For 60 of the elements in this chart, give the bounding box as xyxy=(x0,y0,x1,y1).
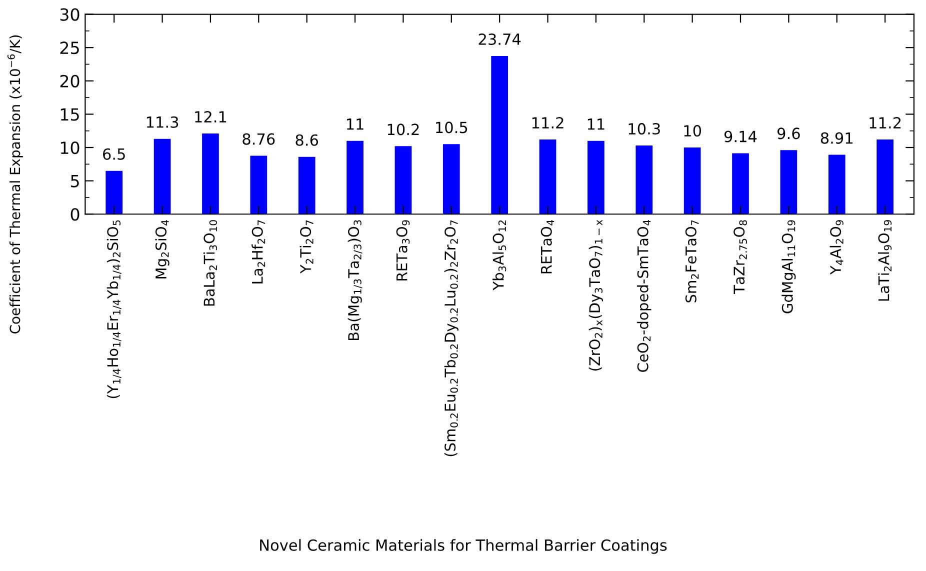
data-label: 23.74 xyxy=(478,33,521,46)
y-tick-label: 0 xyxy=(70,208,80,221)
bar xyxy=(202,134,219,214)
bar xyxy=(154,138,171,214)
bar xyxy=(588,140,604,214)
y-tick-label: 5 xyxy=(71,175,79,188)
data-label: 11.2 xyxy=(870,117,901,128)
x-tick-label: TaZr$_{2.75}$O$_{8}$ xyxy=(734,220,747,294)
data-label: 8.91 xyxy=(820,132,852,144)
y-tick-label: 10 xyxy=(60,141,80,154)
x-tick-label: Ba(Mg$_{1/3}$Ta$_{2/3}$)O$_{3}$ xyxy=(348,220,362,340)
x-tick-label: CeO$_{2}$-doped-SmTaO$_{4}$ xyxy=(637,220,652,372)
bar xyxy=(394,146,412,214)
x-tick-label: Mg$_{2}$SiO$_{4}$ xyxy=(155,220,170,278)
bar xyxy=(539,140,556,214)
y-tick-label: 15 xyxy=(60,108,79,121)
x-tick-label: La$_{2}$Hf$_{2}$O$_{7}$ xyxy=(252,220,266,284)
data-label: 10 xyxy=(684,125,702,137)
x-tick-label: LaTi$_{2}$Al$_{9}$O$_{19}$ xyxy=(878,220,892,301)
data-label: 11 xyxy=(346,118,364,130)
category-label: (Sm$_{0.2}$Eu$_{0.2}$Tb$_{0.2}$Dy$_{0.2}$Lu$_{0.2}$)$_{2}$Zr$_{2}$O$_{7}$ xyxy=(444,220,458,456)
bar xyxy=(732,153,749,214)
x-tick-label: GdMgAl$_{11}$O$_{19}$ xyxy=(782,220,796,314)
data-label: 8.76 xyxy=(242,133,275,145)
data-label: 10.2 xyxy=(388,124,419,136)
x-tick-label: Y$_{4}$Al$_{2}$O$_{9}$ xyxy=(830,220,844,275)
x-tick-label: Sm$_{2}$FeTaO$_{7}$ xyxy=(685,220,699,302)
bar xyxy=(780,150,798,214)
bar xyxy=(346,140,364,214)
x-tick-label: RETaO$_{4}$ xyxy=(540,220,554,274)
bar xyxy=(636,146,653,214)
y-tick-label: 20 xyxy=(60,74,80,88)
x-tick-label: Y$_{2}$Ti$_{2}$O$_{7}$ xyxy=(300,220,314,274)
data-label: 11.2 xyxy=(532,117,564,128)
data-label: 10.3 xyxy=(628,123,660,135)
category-label: (ZrO$_{2}$)$_{x}$(Dy$_{3}$TaO$_{7}$)$_{1−x}$ xyxy=(588,220,603,371)
data-label: 11.3 xyxy=(146,116,178,128)
bar xyxy=(298,156,316,214)
y-axis-title: Coefficient of Thermal Expansion (x10$^{−6}$/K) xyxy=(7,35,23,334)
data-label: 11 xyxy=(588,118,604,130)
category-label: (Y$_{1/4}$Ho$_{1/4}$Er$_{1/4}$Yb$_{1/4}$)$_{2}$SiO$_{5}$ xyxy=(106,220,122,398)
data-label: 8.6 xyxy=(296,134,318,146)
data-label: 9.6 xyxy=(777,128,800,140)
text: Novel Ceramic Materials for Thermal Barrier Coatings xyxy=(260,539,667,554)
x-tick-label: Yb$_{3}$Al$_{5}$O$_{12}$ xyxy=(492,220,506,290)
bar xyxy=(106,170,123,214)
data-label: 9.14 xyxy=(724,130,757,142)
bar xyxy=(684,148,701,214)
bar xyxy=(442,144,460,214)
data-label: 6.5 xyxy=(103,148,125,160)
bar xyxy=(491,56,508,214)
bar xyxy=(828,154,846,214)
data-label: 12.1 xyxy=(195,111,226,122)
y-tick-label: 25 xyxy=(60,42,79,54)
data-label: 10.5 xyxy=(436,122,468,134)
y-tick-label: 30 xyxy=(60,8,80,21)
bar xyxy=(876,140,894,214)
bar xyxy=(250,156,268,214)
x-tick-label: RETa$_{3}$O$_{9}$ xyxy=(396,220,410,280)
x-tick-label: BaLa$_{2}$Ti$_{3}$O$_{10}$ xyxy=(203,220,218,306)
